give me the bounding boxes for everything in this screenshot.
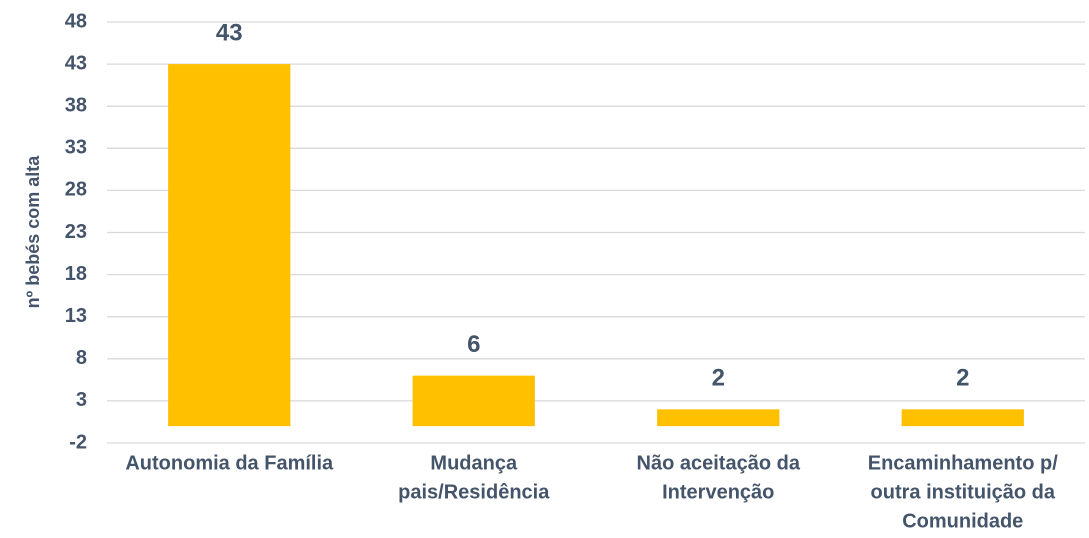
bar xyxy=(168,64,291,427)
x-tick-label: Encaminhamento p/ xyxy=(868,452,1058,474)
y-axis-label: nº bebés com alta xyxy=(23,155,43,309)
x-tick-label: pais/Residência xyxy=(398,481,550,503)
x-tick-label: Intervenção xyxy=(662,481,774,503)
bar xyxy=(657,409,780,427)
x-tick-label: Não aceitação da xyxy=(637,452,801,474)
data-label: 2 xyxy=(956,365,969,392)
y-tick-label: 38 xyxy=(65,94,87,116)
y-tick-label: -2 xyxy=(69,431,87,453)
data-label: 6 xyxy=(467,331,480,358)
x-tick-label: outra instituição da xyxy=(871,481,1056,503)
y-tick-label: 23 xyxy=(65,221,87,243)
y-tick-label: 43 xyxy=(65,52,87,74)
y-tick-label: 33 xyxy=(65,137,87,159)
y-tick-label: 48 xyxy=(65,10,87,32)
y-tick-label: 8 xyxy=(76,347,87,369)
bar xyxy=(412,375,535,427)
y-tick-label: 3 xyxy=(76,389,87,411)
x-tick-label: Mudança xyxy=(430,452,518,474)
y-tick-label: 13 xyxy=(65,305,87,327)
x-tick-label: Autonomia da Família xyxy=(125,452,334,474)
y-tick-label: 28 xyxy=(65,179,87,201)
bar xyxy=(901,409,1024,427)
y-tick-label: 18 xyxy=(65,263,87,285)
data-label: 43 xyxy=(216,19,243,46)
x-tick-label: Comunidade xyxy=(902,510,1023,532)
data-label: 2 xyxy=(712,365,725,392)
